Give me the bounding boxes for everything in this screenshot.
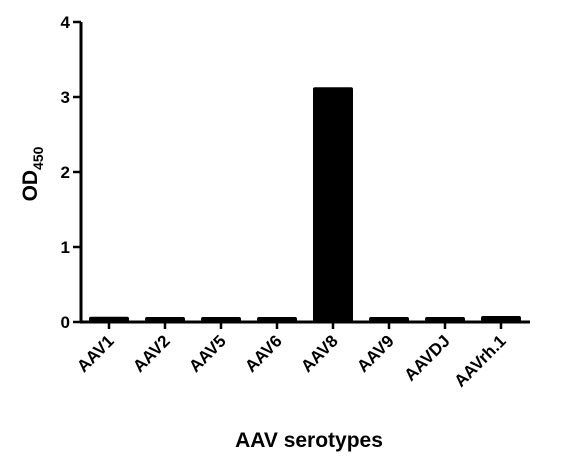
y-axis-title: OD450	[19, 146, 46, 201]
y-tick-label: 2	[61, 163, 70, 182]
x-tick-label: AAV6	[241, 331, 286, 376]
bar-aav8	[313, 87, 353, 323]
y-tick-label: 0	[61, 313, 70, 332]
y-axis-ticks: 0 1 2 3 4	[61, 13, 81, 332]
y-tick-label: 4	[61, 13, 71, 32]
x-tick-label: AAV1	[73, 331, 118, 376]
x-axis-title: AAV serotypes	[235, 429, 383, 452]
x-tick-label: AAV2	[129, 331, 174, 376]
x-tick-label: AAV8	[297, 331, 342, 376]
y-tick-label: 1	[61, 238, 70, 257]
plot-area	[89, 87, 521, 323]
x-tick-label: AAV5	[185, 331, 230, 376]
y-axis-title-subscript: 450	[30, 146, 46, 170]
y-tick-label: 3	[61, 88, 70, 107]
y-axis-title-main: OD	[19, 170, 42, 202]
x-tick-label: AAVDJ	[401, 331, 454, 384]
x-tick-label: AAV9	[353, 331, 398, 376]
x-tick-label: AAVrh.1	[451, 331, 510, 390]
